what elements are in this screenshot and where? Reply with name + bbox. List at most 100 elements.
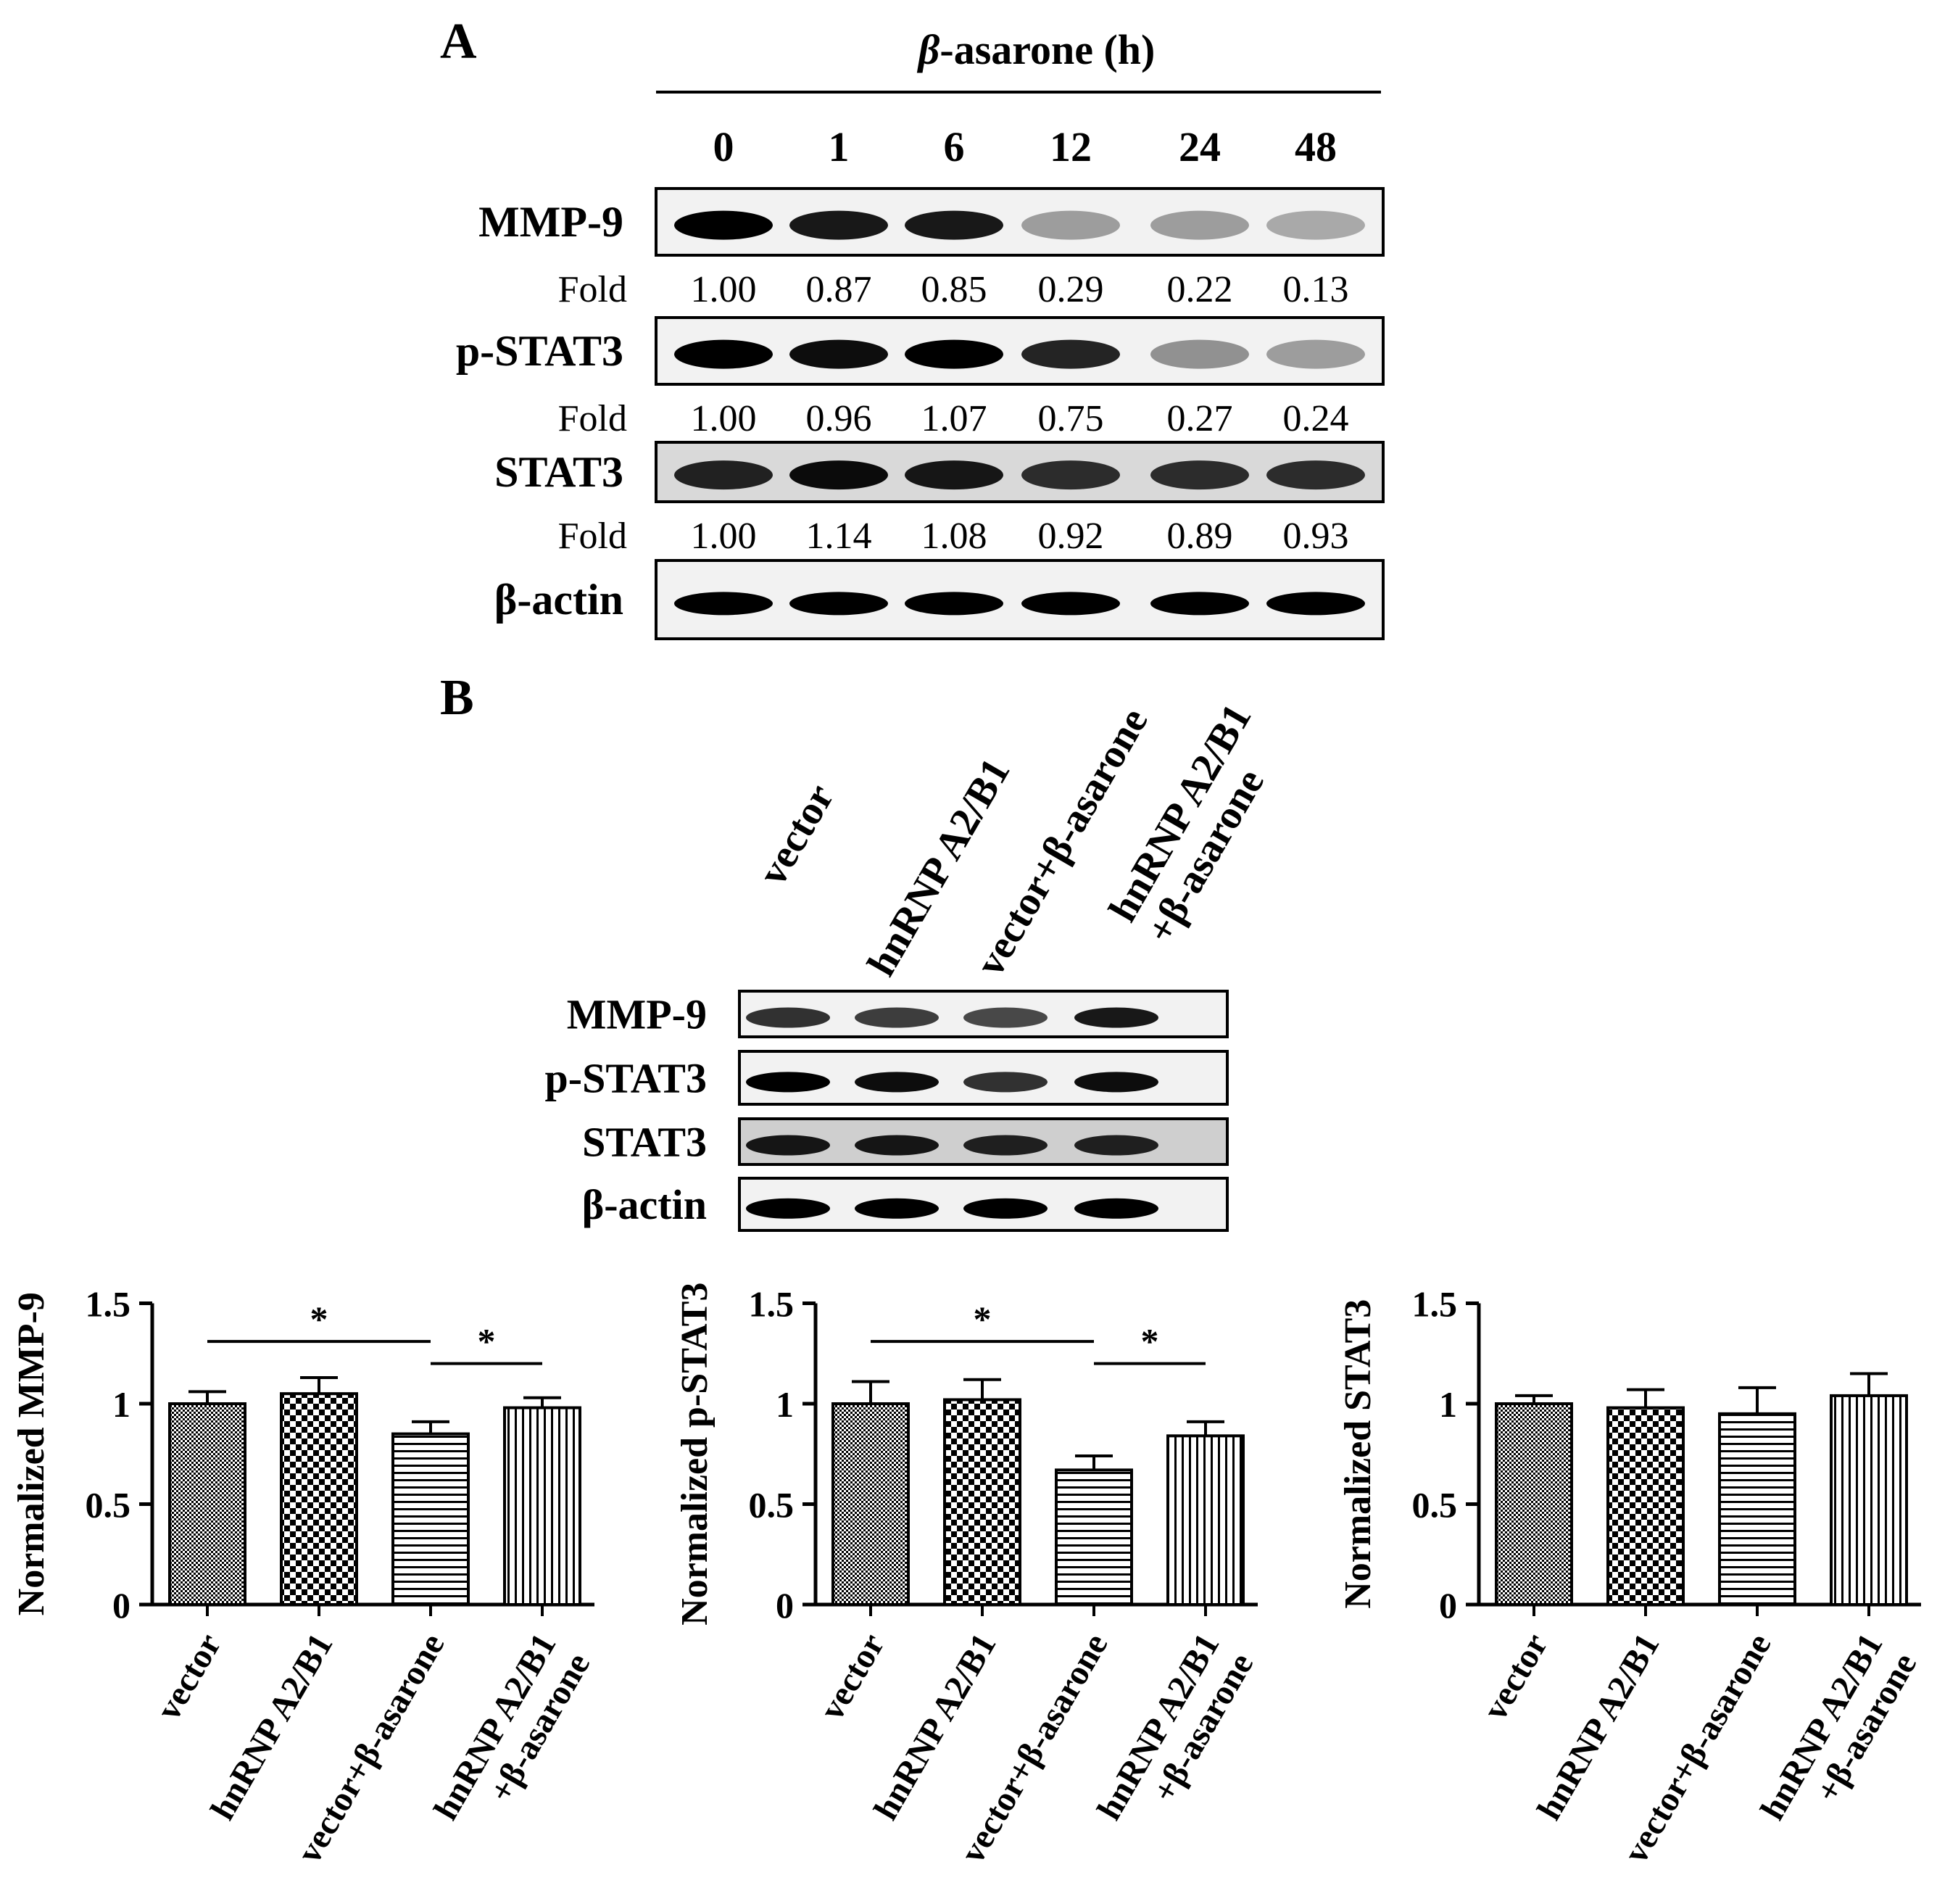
blot-label-stat3: STAT3 — [494, 448, 623, 496]
blot-p-stat3: p-STAT3 Fold 1.00 0.96 1.07 0.75 0.27 0.24 — [456, 316, 1385, 439]
blot-band — [1150, 460, 1249, 490]
blot-band — [789, 210, 888, 240]
category-label: vector — [1476, 1627, 1556, 1726]
category-label-line: hnRNP A2/B1 — [203, 1627, 340, 1826]
fold-value: 0.75 — [1038, 398, 1104, 439]
category-label-line: hnRNP A2/B1 — [866, 1627, 1003, 1826]
bar — [280, 1392, 358, 1607]
timepoint-labels: 0 1 6 12 24 48 — [713, 123, 1337, 170]
y-tick-label: 0 — [776, 1585, 794, 1626]
bar — [168, 1402, 246, 1606]
blot-membrane — [655, 441, 1385, 503]
beta-symbol: β — [917, 26, 940, 73]
y-tick-label: 0.5 — [749, 1485, 795, 1526]
significance-star: * — [974, 1299, 992, 1339]
fold-value: 0.13 — [1283, 269, 1349, 310]
category-label-line: vector — [1476, 1627, 1556, 1726]
fold-value: 0.85 — [921, 269, 987, 310]
y-tick-label: 0 — [112, 1585, 130, 1626]
fold-value: 0.24 — [1283, 398, 1349, 439]
fold-value: 1.14 — [806, 516, 872, 557]
category-label: hnRNP A2/B1 — [1530, 1627, 1667, 1826]
significance-star: * — [478, 1321, 496, 1362]
lane-label-1: vector — [750, 777, 843, 893]
y-tick-label: 1 — [112, 1384, 130, 1425]
y-tick-label: 1.5 — [86, 1284, 131, 1325]
fold-value: 1.07 — [921, 398, 987, 439]
blot-band — [1266, 339, 1365, 369]
y-tick-label: 0.5 — [1412, 1485, 1458, 1526]
y-tick-label: 1 — [1439, 1384, 1457, 1425]
category-label: hnRNP A2/B1+β-asarone — [1090, 1627, 1261, 1846]
y-tick-label: 1.5 — [1412, 1284, 1458, 1325]
b-blot-band — [855, 1072, 939, 1093]
bar — [1718, 1412, 1796, 1606]
b-blot-band — [746, 1198, 830, 1219]
blot-band — [789, 460, 888, 490]
blot-stat3: STAT3 Fold 1.00 1.14 1.08 0.92 0.89 0.93 — [494, 441, 1385, 557]
b-blot-band — [1074, 1007, 1158, 1028]
blot-band — [905, 460, 1003, 490]
fold-value: 0.27 — [1167, 398, 1233, 439]
blot-band — [905, 339, 1003, 369]
y-axis-label: Normalized p-STAT3 — [674, 1283, 716, 1626]
category-label: hnRNP A2/B1 — [203, 1627, 340, 1826]
category-label: vector — [149, 1627, 229, 1726]
y-tick-label: 0 — [1439, 1585, 1457, 1626]
blot-band — [674, 460, 773, 490]
blot-label-mmp-9: MMP-9 — [478, 198, 623, 246]
bar — [1166, 1434, 1245, 1606]
fold-value: 1.00 — [691, 398, 757, 439]
fold-value: 1.08 — [921, 516, 987, 557]
blot-band — [1150, 339, 1249, 369]
lane-label-3: vector+β-asarone — [968, 700, 1157, 983]
b-blot-band — [1074, 1072, 1158, 1093]
b-blot-band — [963, 1007, 1048, 1028]
b-blot-band — [746, 1007, 830, 1028]
fold-value: 0.89 — [1167, 516, 1233, 557]
b-blot-label-mmp-9: MMP-9 — [567, 991, 707, 1038]
blot-membrane — [655, 187, 1385, 257]
timecourse-header: β-asarone (h) — [917, 26, 1156, 73]
timepoint-48: 48 — [1295, 123, 1337, 170]
blot-band — [1266, 592, 1365, 616]
bar — [943, 1398, 1021, 1606]
panel-b-blots: MMP-9 p-STAT3 STAT3 β-actin — [545, 990, 1229, 1232]
fold-value: 0.87 — [806, 269, 872, 310]
fold-value: 1.00 — [691, 269, 757, 310]
blot-band — [1150, 210, 1249, 240]
category-label-line: vector — [813, 1627, 892, 1726]
timepoint-6: 6 — [944, 123, 965, 170]
lane-label-line: vector+β-asarone — [968, 700, 1157, 983]
y-tick-label: 0.5 — [86, 1485, 131, 1526]
blot-membrane — [655, 316, 1385, 386]
blot-band — [1266, 460, 1365, 490]
timepoint-12: 12 — [1050, 123, 1092, 170]
category-label-line: hnRNP A2/B1 — [1530, 1627, 1667, 1826]
fold-label: Fold — [558, 398, 627, 439]
b-blot-band — [855, 1198, 939, 1219]
b-blot-band — [746, 1072, 830, 1093]
significance-star: * — [1141, 1321, 1159, 1362]
b-blot-band — [1074, 1135, 1158, 1156]
y-tick-label: 1.5 — [749, 1284, 795, 1325]
b-blot-band — [855, 1135, 939, 1156]
category-label-line: vector — [149, 1627, 229, 1726]
lane-label-line: vector — [750, 777, 843, 893]
b-blot-band — [963, 1198, 1048, 1219]
b-blot-label-p-stat3: p-STAT3 — [545, 1055, 707, 1102]
timepoint-1: 1 — [829, 123, 850, 170]
bar — [831, 1402, 910, 1606]
blot-band — [1266, 210, 1365, 240]
fold-value: 1.00 — [691, 516, 757, 557]
category-label: hnRNP A2/B1+β-asarone — [426, 1627, 597, 1846]
b-blot-stat3: STAT3 — [582, 1117, 1229, 1166]
b-blot-band — [963, 1135, 1048, 1156]
fold-value: 0.29 — [1038, 269, 1104, 310]
blot-mmp-9: MMP-9 Fold 1.00 0.87 0.85 0.29 0.22 0.13 — [478, 187, 1385, 310]
panel-a-label: A — [440, 14, 477, 70]
